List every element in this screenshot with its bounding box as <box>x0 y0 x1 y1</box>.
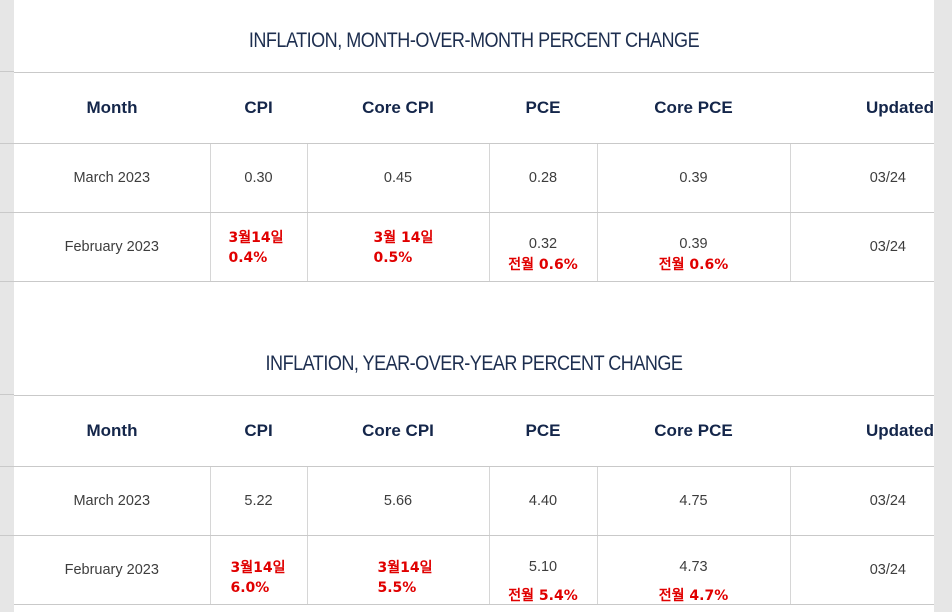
core-pce-annotation: 전월 0.6% <box>658 257 729 273</box>
header-core-pce: Core PCE <box>597 72 790 144</box>
header-core-cpi: Core CPI <box>307 395 489 467</box>
core-pce-annotation: 전월 4.7% <box>658 588 729 604</box>
core-pce-value: 0.39 <box>679 236 708 252</box>
margin-divider <box>0 466 14 467</box>
cpi-cell: 3월14일 0.4% <box>209 212 307 282</box>
mom-title: INFLATION, MONTH-OVER-MONTH PERCENT CHAN… <box>248 29 700 52</box>
core-cpi-cell: 5.66 <box>306 466 489 536</box>
cpi-annotation: 3월14일 0.4% <box>229 228 284 268</box>
table-row: February 2023 3월14일 6.0% 3월14일 5.5% <box>14 535 934 605</box>
pce-annotation: 전월 0.6% <box>508 257 578 273</box>
header-month: Month <box>14 395 210 467</box>
yoy-header-row: Month CPI Core CPI PCE Core PCE Updated <box>14 395 934 467</box>
updated-cell: 03/24 <box>789 466 934 536</box>
table-row: March 2023 5.22 5.66 4.40 4.75 03/24 <box>14 466 934 536</box>
header-core-cpi: Core CPI <box>307 72 489 144</box>
header-cpi: CPI <box>210 72 307 144</box>
annotation-value: 5.5% <box>377 580 417 596</box>
month-cell: March 2023 <box>14 466 210 536</box>
header-core-pce: Core PCE <box>597 395 790 467</box>
updated-cell: 03/24 <box>789 535 934 605</box>
yoy-section: INFLATION, YEAR-OVER-YEAR PERCENT CHANGE… <box>14 333 934 605</box>
margin-divider <box>0 394 14 395</box>
pce-annotation: 전월 5.4% <box>508 588 578 604</box>
updated-cell: 03/24 <box>789 212 934 282</box>
pce-cell: 0.28 <box>488 143 597 213</box>
header-month: Month <box>14 72 210 144</box>
pce-value: 0.32 <box>528 236 558 252</box>
annotation-value: 6.0% <box>230 580 270 596</box>
month-cell: March 2023 <box>14 143 210 213</box>
annotation-value: 0.4% <box>228 250 268 266</box>
mom-header-row: Month CPI Core CPI PCE Core PCE Updated <box>14 72 934 144</box>
annotation-date: 3월 14일 <box>373 230 434 246</box>
mom-section: INFLATION, MONTH-OVER-MONTH PERCENT CHAN… <box>14 10 934 282</box>
cpi-annotation: 3월14일 6.0% <box>231 558 286 598</box>
inflation-card: INFLATION, MONTH-OVER-MONTH PERCENT CHAN… <box>14 0 934 612</box>
core-cpi-annotation: 3월 14일 0.5% <box>374 228 434 268</box>
header-pce: PCE <box>489 395 597 467</box>
core-pce-value: 4.73 <box>679 559 708 575</box>
annotation-date: 3월14일 <box>230 560 286 576</box>
table-row: February 2023 3월14일 0.4% 3월 14일 0.5% <box>14 212 934 282</box>
annotation-value: 0.5% <box>373 250 413 266</box>
core-pce-cell: 0.39 <box>596 143 790 213</box>
updated-cell: 03/24 <box>789 143 934 213</box>
core-pce-cell: 0.39 전월 0.6% <box>596 212 790 282</box>
annotation-date: 3월14일 <box>228 230 284 246</box>
annotation-date: 3월14일 <box>377 560 433 576</box>
pce-value: 5.10 <box>528 559 558 575</box>
cpi-cell: 3월14일 6.0% <box>209 535 307 605</box>
yoy-table: Month CPI Core CPI PCE Core PCE Updated … <box>14 395 934 605</box>
core-cpi-cell: 3월 14일 0.5% <box>306 212 489 282</box>
margin-divider <box>0 212 14 213</box>
header-pce: PCE <box>489 72 597 144</box>
yoy-title: INFLATION, YEAR-OVER-YEAR PERCENT CHANGE <box>265 352 683 375</box>
cpi-cell: 0.30 <box>209 143 307 213</box>
header-updated: Updated <box>790 395 934 467</box>
core-pce-cell: 4.73 전월 4.7% <box>596 535 790 605</box>
cpi-cell: 5.22 <box>209 466 307 536</box>
core-cpi-annotation: 3월14일 5.5% <box>378 558 433 598</box>
margin-divider <box>0 535 14 536</box>
header-updated: Updated <box>790 72 934 144</box>
table-row: March 2023 0.30 0.45 0.28 0.39 03/24 <box>14 143 934 213</box>
core-cpi-cell: 0.45 <box>306 143 489 213</box>
month-cell: February 2023 <box>14 535 210 605</box>
margin-divider <box>0 143 14 144</box>
month-cell: February 2023 <box>14 212 210 282</box>
mom-table: Month CPI Core CPI PCE Core PCE Updated … <box>14 72 934 282</box>
margin-divider <box>0 71 14 72</box>
pce-cell: 0.32 전월 0.6% <box>488 212 597 282</box>
pce-cell: 5.10 전월 5.4% <box>488 535 597 605</box>
core-pce-cell: 4.75 <box>596 466 790 536</box>
margin-divider <box>0 281 14 282</box>
header-cpi: CPI <box>210 395 307 467</box>
core-cpi-cell: 3월14일 5.5% <box>306 535 489 605</box>
pce-cell: 4.40 <box>488 466 597 536</box>
